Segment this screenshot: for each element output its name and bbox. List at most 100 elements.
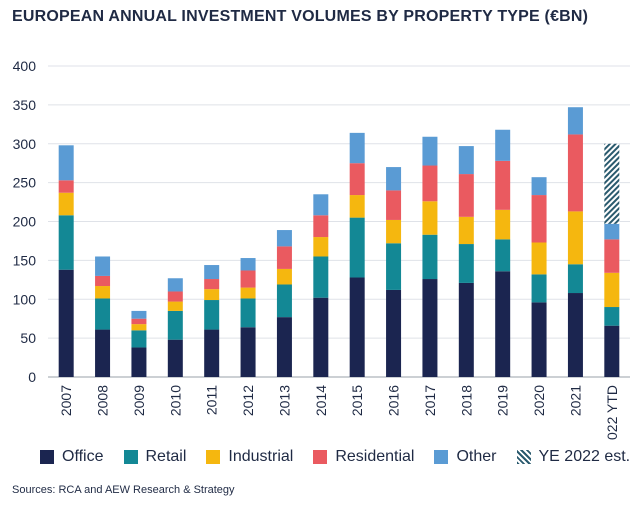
bar-residential-2014 [313, 215, 329, 238]
legend-label-industrial: Industrial [228, 448, 294, 465]
y-axis: 0 50 100 150 200 250 300 350 400 [13, 58, 37, 385]
x-tick-label: 2014 [313, 385, 329, 416]
bar-residential-2009 [131, 318, 147, 325]
x-tick-label: 2021 [567, 385, 583, 416]
bar-retail-2022-ytd [604, 307, 620, 326]
legend-label-other: Other [456, 448, 497, 465]
y-tick-label: 0 [28, 369, 36, 385]
bar-industrial-2016 [386, 219, 402, 244]
bar-residential-2018 [458, 174, 474, 217]
legend-label-retail: Retail [145, 448, 187, 465]
legend-item-industrial: Industrial [206, 448, 293, 466]
legend-swatch-industrial [206, 450, 221, 464]
y-tick-label: 50 [20, 330, 36, 346]
bar-industrial-2021 [567, 211, 583, 265]
bar-retail-2018 [458, 244, 474, 283]
bar-other-2009 [131, 310, 147, 319]
bar-office-2017 [422, 279, 438, 377]
bar-residential-2017 [422, 165, 438, 202]
bar-retail-2015 [349, 217, 365, 278]
bar-retail-2007 [58, 215, 74, 270]
bar-residential-2010 [167, 291, 183, 302]
y-tick-label: 200 [13, 214, 37, 230]
x-tick-label: 2007 [58, 385, 74, 416]
x-tick-label: 2020 [531, 385, 547, 416]
y-tick-label: 300 [13, 136, 37, 152]
bar-industrial-2007 [58, 192, 74, 216]
legend-swatch-retail [123, 450, 138, 464]
bar-office-2021 [567, 293, 583, 377]
bar-other-2011 [204, 265, 220, 280]
bar-retail-2020 [531, 274, 547, 303]
bar-office-2011 [204, 329, 220, 377]
bar-retail-2012 [240, 298, 256, 328]
legend-label-ye-2022-est: YE 2022 est. [538, 448, 631, 465]
bar-other-2008 [95, 256, 111, 276]
bar-residential-2012 [240, 270, 256, 288]
bar-industrial-2013 [276, 268, 292, 285]
x-tick-label: 2013 [276, 385, 292, 416]
bar-residential-2011 [204, 279, 220, 290]
bar-industrial-2022-ytd [604, 272, 620, 308]
y-tick-label: 400 [13, 58, 37, 74]
y-tick-label: 350 [13, 97, 37, 113]
bar-industrial-2008 [95, 286, 111, 299]
bar-other-2010 [167, 278, 183, 292]
legend-label-residential: Residential [335, 448, 415, 465]
bar-residential-2019 [495, 160, 511, 210]
bar-office-2015 [349, 277, 365, 377]
bar-office-2012 [240, 327, 256, 377]
bar-office-2022-ytd [604, 325, 620, 377]
bar-other-2017 [422, 136, 438, 166]
bar-industrial-2017 [422, 201, 438, 235]
bar-office-2013 [276, 317, 292, 377]
bar-retail-2013 [276, 284, 292, 318]
bar-other-2018 [458, 146, 474, 175]
bar-office-2018 [458, 282, 474, 377]
legend: Office Retail Industrial Residential Oth… [40, 448, 630, 466]
bar-office-2019 [495, 271, 511, 377]
legend-swatch-office [40, 450, 54, 464]
legend-item-ye-2022-est: YE 2022 est. [516, 448, 631, 466]
bar-industrial-2010 [167, 301, 183, 311]
bar-ye-2022-est-2022-ytd [604, 143, 620, 224]
x-tick-label: 2015 [349, 385, 365, 416]
bar-other-2022-ytd [604, 223, 620, 240]
bar-residential-2007 [58, 180, 74, 193]
legend-item-residential: Residential [313, 448, 414, 466]
chart-title: EUROPEAN ANNUAL INVESTMENT VOLUMES BY PR… [12, 8, 589, 25]
legend-swatch-other [434, 450, 449, 464]
bar-retail-2008 [95, 298, 111, 330]
bar-other-2014 [313, 194, 329, 216]
bar-retail-2016 [386, 243, 402, 290]
bar-office-2007 [58, 269, 74, 377]
bar-other-2015 [349, 132, 365, 164]
x-tick-label: 2008 [95, 385, 111, 416]
bar-retail-2011 [204, 300, 220, 330]
bar-residential-2021 [567, 134, 583, 212]
bar-office-2010 [167, 339, 183, 377]
bar-industrial-2019 [495, 209, 511, 240]
bar-residential-2020 [531, 195, 547, 243]
bar-retail-2009 [131, 330, 147, 348]
bar-other-2021 [567, 107, 583, 135]
bar-industrial-2011 [204, 289, 220, 301]
bar-office-2009 [131, 347, 147, 377]
bar-other-2012 [240, 258, 256, 271]
bar-retail-2021 [567, 264, 583, 294]
legend-label-office: Office [62, 448, 104, 465]
bar-office-2014 [313, 297, 329, 377]
bar-retail-2014 [313, 256, 329, 298]
x-tick-label: 2022 YTD [604, 385, 620, 440]
bar-industrial-2018 [458, 216, 474, 245]
y-tick-label: 100 [13, 291, 37, 307]
legend-item-retail: Retail [123, 448, 187, 466]
bar-industrial-2014 [313, 237, 329, 257]
legend-item-other: Other [434, 448, 497, 466]
x-tick-label: 2019 [495, 385, 511, 416]
bar-other-2020 [531, 177, 547, 196]
bar-other-2019 [495, 129, 511, 161]
x-tick-label: 2011 [204, 385, 220, 415]
x-tick-label: 2010 [167, 385, 183, 416]
bar-residential-2008 [95, 275, 111, 287]
